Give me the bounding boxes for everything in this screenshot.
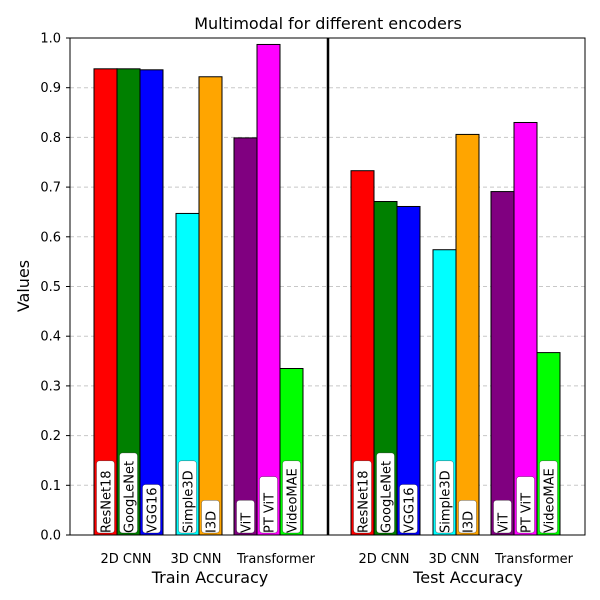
bar-label: VGG16 — [403, 487, 418, 533]
group-label: 2D CNN — [101, 552, 152, 567]
bar-label-box — [399, 484, 418, 534]
group-label: Transformer — [236, 552, 316, 567]
bar-label: PT ViT — [263, 493, 278, 533]
bar-label: ViT — [240, 513, 255, 533]
bar-label: ResNet18 — [357, 470, 372, 533]
bar-label-box — [201, 500, 220, 534]
bar — [233, 137, 258, 536]
y-axis-label: Values — [14, 260, 33, 312]
bar-label-box — [282, 460, 301, 534]
bar-label-box — [435, 460, 454, 534]
bar-label-box — [178, 460, 197, 534]
bar-label: PT ViT — [520, 493, 535, 533]
y-tick-label: 0.4 — [40, 330, 61, 345]
y-tick-label: 1.0 — [40, 32, 61, 47]
y-tick-label: 0.6 — [40, 230, 61, 245]
bar-label-box — [96, 460, 115, 534]
bar — [455, 133, 480, 536]
bar-label-box — [493, 500, 512, 534]
bar-label: Simple3D — [182, 470, 197, 533]
bar-label: VideoMAE — [286, 468, 301, 533]
y-tick-label: 0.8 — [40, 131, 61, 146]
group-label: 3D CNN — [429, 552, 480, 567]
bar-label-box — [142, 484, 161, 534]
y-tick-label: 0.9 — [40, 81, 61, 96]
y-tick-label: 0.7 — [40, 181, 61, 196]
group-label: Transformer — [494, 552, 574, 567]
panel-label: Train Accuracy — [151, 568, 269, 587]
bar — [256, 43, 281, 536]
y-axis-ticks: 0.0 0.1 0.2 0.3 0.4 0.5 0.6 0.7 0.8 0.9 1.0 — [40, 32, 70, 544]
chart-title: Multimodal for different encoders — [194, 14, 462, 33]
bar-label-box — [376, 452, 395, 534]
y-tick-label: 0.5 — [40, 280, 61, 295]
bar-label: GoogLeNet — [123, 461, 138, 533]
bar-label: Simple3D — [439, 470, 454, 533]
bar-label: I3D — [462, 511, 477, 533]
bar-label-box — [539, 460, 558, 534]
bar — [139, 69, 164, 536]
bar-label-box — [259, 476, 278, 534]
bar-label-box — [516, 476, 535, 534]
group-label: 2D CNN — [359, 552, 410, 567]
y-tick-label: 0.1 — [40, 479, 61, 494]
bar-label: GoogLeNet — [380, 461, 395, 533]
bar-label: VGG16 — [146, 487, 161, 533]
y-tick-label: 0.3 — [40, 379, 61, 394]
bars — [93, 43, 561, 536]
y-tick-label: 0.2 — [40, 429, 61, 444]
bar-label-box — [458, 500, 477, 534]
bar-label: VideoMAE — [543, 468, 558, 533]
panel-label: Test Accuracy — [412, 568, 523, 587]
bar-label-box — [353, 460, 372, 534]
bar-label: ResNet18 — [100, 470, 115, 533]
bar-label-box — [119, 452, 138, 534]
group-label: 3D CNN — [171, 552, 222, 567]
bar — [198, 76, 223, 536]
bar — [513, 121, 538, 536]
bar-label: ViT — [497, 513, 512, 533]
bar-labels: ResNet18 GoogLeNet VGG16 Simple3D I3D ViT PT V… — [96, 452, 558, 534]
bar-label: I3D — [205, 511, 220, 533]
y-tick-label: 0.0 — [40, 529, 61, 544]
bar-label-box — [236, 500, 255, 534]
bar — [490, 191, 515, 536]
